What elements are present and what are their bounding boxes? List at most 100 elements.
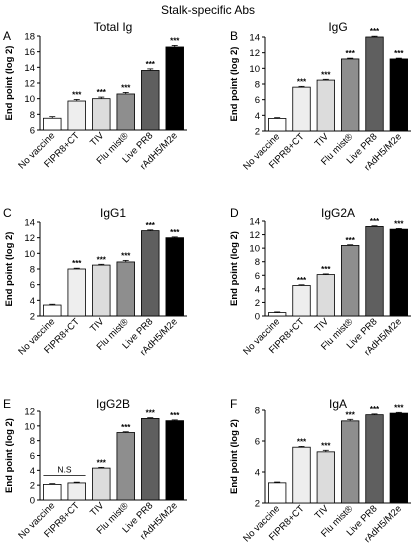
bar xyxy=(365,414,384,504)
significance-label: *** xyxy=(321,265,331,274)
significance-label: *** xyxy=(394,49,404,58)
y-tick-label: 2 xyxy=(255,298,260,309)
bar xyxy=(92,467,111,501)
y-axis-label: End point (log 2) xyxy=(4,232,15,307)
y-tick-label: 0 xyxy=(30,496,35,507)
y-tick-label: 14 xyxy=(24,218,35,229)
y-tick-label: 4 xyxy=(255,468,260,479)
significance-label: *** xyxy=(72,90,82,99)
y-tick-label: 2 xyxy=(255,127,260,138)
panel-label: E xyxy=(3,397,11,411)
y-tick-label: 14 xyxy=(249,217,260,228)
bar xyxy=(116,432,135,501)
significance-label: *** xyxy=(345,236,355,245)
y-tick-label: 12 xyxy=(249,230,260,241)
significance-label: *** xyxy=(97,255,107,264)
y-tick-label: 12 xyxy=(24,79,35,90)
bar xyxy=(341,58,360,132)
panel-label: C xyxy=(3,206,12,220)
bar xyxy=(165,46,184,131)
y-tick-label: 6 xyxy=(255,95,260,106)
x-tick-label: TIV xyxy=(88,316,107,335)
y-axis-label: End point (log 2) xyxy=(229,47,240,122)
significance-label: *** xyxy=(394,403,404,412)
y-tick-label: 8 xyxy=(30,110,35,121)
bar xyxy=(92,98,111,131)
significance-label: *** xyxy=(121,83,131,92)
significance-label: *** xyxy=(97,458,107,467)
panel-title: IgG2B xyxy=(96,397,130,411)
significance-label: *** xyxy=(345,410,355,419)
significance-label: *** xyxy=(121,423,131,432)
bar xyxy=(165,420,184,501)
bar xyxy=(389,58,408,132)
y-tick-label: 12 xyxy=(24,407,35,418)
bar xyxy=(268,312,287,317)
significance-label: *** xyxy=(146,221,156,230)
panel-title: IgG2A xyxy=(321,206,355,220)
bar xyxy=(67,268,86,317)
bar xyxy=(141,70,160,131)
panel-title: IgG1 xyxy=(100,206,126,220)
significance-label: *** xyxy=(297,437,307,446)
significance-label: *** xyxy=(345,49,355,58)
panel-title: Total Ig xyxy=(94,20,133,34)
y-tick-label: 4 xyxy=(255,284,260,295)
y-tick-label: 2 xyxy=(255,499,260,510)
bar xyxy=(389,412,408,504)
y-axis-label: End point (log 2) xyxy=(229,231,240,306)
bar xyxy=(389,228,408,317)
significance-label: *** xyxy=(370,405,380,414)
y-tick-label: 12 xyxy=(24,233,35,244)
y-tick-label: 14 xyxy=(249,33,260,44)
bar xyxy=(341,245,360,317)
x-tick-label: TIV xyxy=(88,500,107,519)
y-tick-label: 12 xyxy=(249,48,260,59)
y-tick-label: 16 xyxy=(24,47,35,58)
y-tick-label: 8 xyxy=(30,436,35,447)
bar xyxy=(292,446,311,504)
bar xyxy=(165,237,184,317)
bar xyxy=(141,230,160,317)
significance-label: *** xyxy=(72,259,82,268)
significance-label: *** xyxy=(121,251,131,260)
panel-title: IgA xyxy=(329,397,347,411)
y-tick-label: 2 xyxy=(30,312,35,323)
x-tick-label: TIV xyxy=(313,503,332,522)
bar xyxy=(292,86,311,132)
significance-label: *** xyxy=(97,88,107,97)
bar xyxy=(92,264,111,317)
bar xyxy=(316,451,335,504)
bar xyxy=(43,117,62,131)
bar xyxy=(116,261,135,317)
bar xyxy=(316,274,335,317)
y-axis-label: End point (log 2) xyxy=(4,418,15,493)
significance-label: *** xyxy=(170,36,180,45)
panel-title: IgG xyxy=(328,20,347,34)
bar xyxy=(67,100,86,131)
y-tick-label: 0 xyxy=(255,312,260,323)
significance-label: *** xyxy=(297,77,307,86)
bar xyxy=(365,226,384,317)
bar xyxy=(67,482,86,501)
significance-label: *** xyxy=(394,219,404,228)
bar xyxy=(268,118,287,132)
y-tick-label: 14 xyxy=(24,63,35,74)
significance-label: *** xyxy=(146,60,156,69)
significance-label: *** xyxy=(297,276,307,285)
significance-label: *** xyxy=(321,70,331,79)
significance-label: *** xyxy=(321,441,331,450)
panel-label: B xyxy=(230,29,238,43)
significance-label: *** xyxy=(170,228,180,237)
y-tick-label: 4 xyxy=(30,296,35,307)
bar xyxy=(365,36,384,132)
significance-label: *** xyxy=(370,27,380,36)
panel-label: A xyxy=(3,29,11,43)
y-tick-label: 6 xyxy=(255,437,260,448)
bar xyxy=(43,484,62,501)
y-tick-label: 8 xyxy=(255,257,260,268)
bar xyxy=(141,418,160,501)
bar xyxy=(316,79,335,132)
significance-label: *** xyxy=(146,409,156,418)
